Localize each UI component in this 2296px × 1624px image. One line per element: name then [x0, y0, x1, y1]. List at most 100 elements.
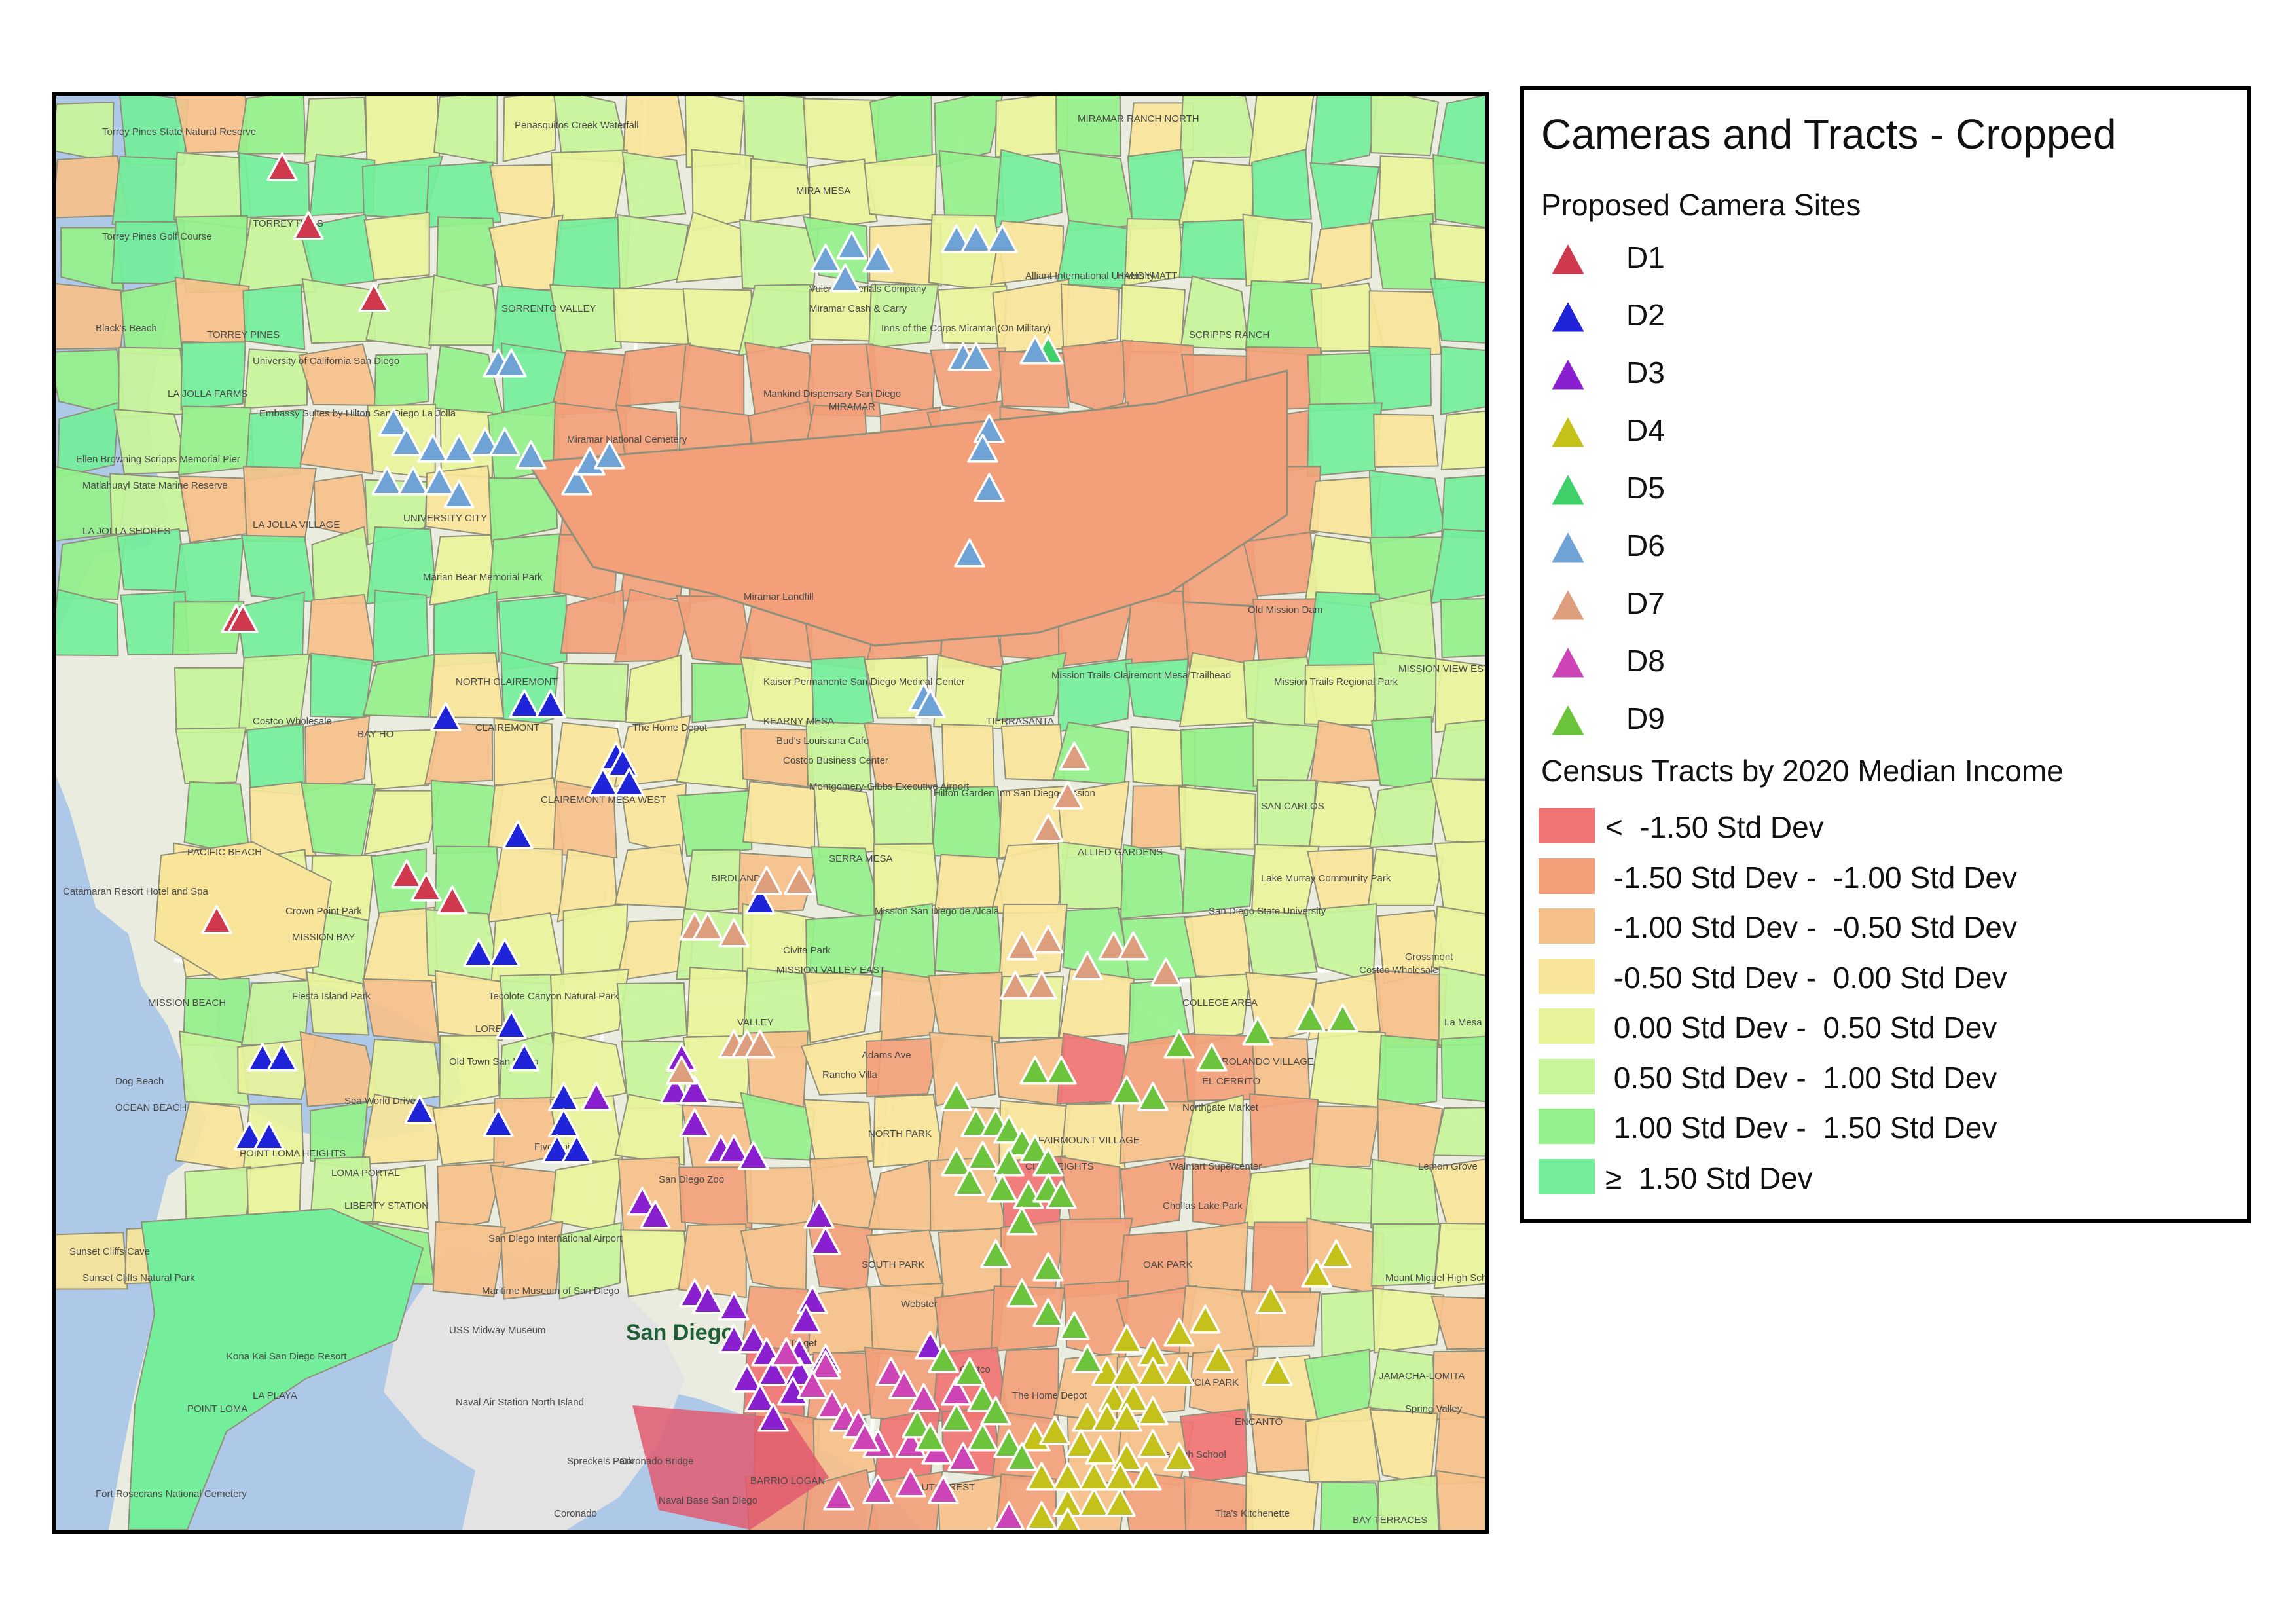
camera-site-d4[interactable]	[1078, 1488, 1110, 1517]
camera-site-d2[interactable]	[541, 1134, 573, 1164]
camera-site-d6[interactable]	[391, 427, 422, 456]
camera-site-d7[interactable]	[1026, 970, 1057, 1000]
camera-site-d4[interactable]	[1137, 1357, 1169, 1386]
camera-site-d9[interactable]	[967, 1141, 998, 1170]
camera-site-d6[interactable]	[960, 224, 992, 253]
camera-site-d7[interactable]	[1098, 931, 1129, 961]
camera-site-d8[interactable]	[862, 1475, 894, 1504]
camera-site-d8[interactable]	[875, 1357, 907, 1386]
camera-site-d6[interactable]	[810, 244, 841, 273]
camera-site-d9[interactable]	[1111, 1075, 1142, 1105]
camera-site-d2[interactable]	[502, 820, 534, 849]
camera-site-d2[interactable]	[535, 689, 566, 718]
camera-site-d4[interactable]	[1137, 1396, 1169, 1426]
camera-site-d6[interactable]	[443, 479, 475, 509]
camera-site-d4[interactable]	[1321, 1239, 1352, 1268]
camera-site-d3[interactable]	[640, 1200, 671, 1229]
camera-site-d9[interactable]	[1242, 1016, 1273, 1046]
camera-site-d4[interactable]	[1111, 1324, 1142, 1354]
map-canvas[interactable]: Torrey Pines State Natural Reserve TORREY…	[56, 96, 1485, 1530]
camera-site-d9[interactable]	[1294, 1003, 1326, 1033]
camera-site-d9[interactable]	[1032, 1252, 1064, 1282]
camera-site-d9[interactable]	[1137, 1082, 1169, 1111]
camera-site-d3[interactable]	[738, 1141, 769, 1170]
camera-site-d2[interactable]	[463, 938, 494, 967]
camera-site-d9[interactable]	[954, 1357, 985, 1386]
camera-site-d6[interactable]	[960, 342, 992, 371]
camera-site-d2[interactable]	[234, 1121, 265, 1151]
camera-site-d8[interactable]	[975, 1527, 1004, 1530]
camera-site-d8[interactable]	[947, 1442, 979, 1471]
camera-site-d3[interactable]	[581, 1082, 612, 1111]
camera-site-d4[interactable]	[1111, 1403, 1142, 1432]
camera-site-d7[interactable]	[1150, 957, 1182, 987]
camera-site-d4[interactable]	[1026, 1501, 1057, 1530]
camera-site-d8[interactable]	[771, 1337, 802, 1367]
camera-site-d1[interactable]	[391, 859, 422, 889]
camera-site-d1[interactable]	[410, 872, 442, 902]
camera-site-d6[interactable]	[424, 466, 455, 496]
camera-site-d2[interactable]	[561, 1134, 592, 1164]
camera-site-d2[interactable]	[489, 938, 520, 967]
camera-site-d4[interactable]	[1104, 1488, 1136, 1517]
camera-site-d2[interactable]	[509, 1043, 540, 1072]
camera-site-d9[interactable]	[941, 1082, 972, 1111]
camera-site-d3[interactable]	[718, 1291, 750, 1321]
camera-site-d6[interactable]	[515, 440, 547, 470]
camera-site-d3[interactable]	[659, 1075, 691, 1105]
camera-site-d3[interactable]	[757, 1403, 789, 1432]
camera-site-d9[interactable]	[1006, 1442, 1038, 1471]
camera-site-d4[interactable]	[1131, 1462, 1162, 1491]
camera-site-d4[interactable]	[1137, 1429, 1169, 1458]
camera-site-d9[interactable]	[1196, 1043, 1228, 1072]
camera-site-d6[interactable]	[941, 224, 972, 253]
camera-site-d8[interactable]	[928, 1475, 959, 1504]
camera-site-d8[interactable]	[895, 1468, 926, 1498]
camera-site-d7[interactable]	[1072, 951, 1103, 980]
camera-site-d1[interactable]	[227, 604, 259, 633]
map-view[interactable]: Torrey Pines State Natural Reserve TORREY…	[52, 92, 1489, 1534]
camera-site-d4[interactable]	[1065, 1429, 1097, 1458]
camera-site-d3[interactable]	[679, 1075, 710, 1105]
camera-site-d8[interactable]	[823, 1481, 854, 1511]
camera-site-d2[interactable]	[404, 1095, 435, 1124]
camera-site-d9[interactable]	[967, 1383, 998, 1412]
camera-site-d8[interactable]	[888, 1370, 920, 1399]
camera-site-d8[interactable]	[908, 1383, 939, 1412]
camera-site-d9[interactable]	[1163, 1029, 1195, 1059]
camera-site-d9[interactable]	[1059, 1311, 1090, 1340]
camera-site-d9[interactable]	[941, 1403, 972, 1432]
camera-site-d9[interactable]	[1019, 1134, 1051, 1164]
camera-site-d3[interactable]	[757, 1357, 789, 1386]
camera-site-d1[interactable]	[293, 211, 324, 240]
camera-site-d3[interactable]	[810, 1226, 841, 1255]
camera-site-d3[interactable]	[718, 1134, 750, 1164]
camera-site-d4[interactable]	[1190, 1304, 1221, 1334]
camera-site-d9[interactable]	[1019, 1056, 1051, 1085]
camera-site-d7[interactable]	[1000, 970, 1031, 1000]
camera-site-d4[interactable]	[1163, 1442, 1195, 1471]
camera-site-d9[interactable]	[915, 1422, 946, 1452]
camera-site-d6[interactable]	[417, 434, 448, 463]
camera-site-d6[interactable]	[967, 434, 998, 463]
camera-site-d9[interactable]	[902, 1409, 933, 1439]
camera-site-d6[interactable]	[862, 244, 894, 273]
camera-site-d9[interactable]	[987, 1173, 1018, 1203]
camera-site-d7[interactable]	[1032, 813, 1064, 843]
camera-site-d2[interactable]	[496, 1010, 527, 1039]
camera-site-d4[interactable]	[1039, 1416, 1070, 1445]
camera-site-d9[interactable]	[1327, 1003, 1358, 1033]
camera-site-d1[interactable]	[266, 152, 298, 181]
camera-site-d4[interactable]	[1255, 1285, 1286, 1314]
camera-site-d4[interactable]	[1262, 1357, 1293, 1386]
camera-site-d2[interactable]	[247, 1043, 278, 1072]
camera-site-d9[interactable]	[993, 1429, 1025, 1458]
camera-site-d3[interactable]	[692, 1285, 723, 1314]
camera-site-d6[interactable]	[974, 473, 1005, 502]
camera-site-d2[interactable]	[253, 1121, 285, 1151]
camera-site-d2[interactable]	[548, 1108, 579, 1137]
camera-site-d6[interactable]	[915, 689, 946, 718]
camera-site-d7[interactable]	[744, 1029, 776, 1059]
camera-site-d4[interactable]	[1301, 1259, 1332, 1288]
camera-site-d3[interactable]	[731, 1363, 763, 1393]
